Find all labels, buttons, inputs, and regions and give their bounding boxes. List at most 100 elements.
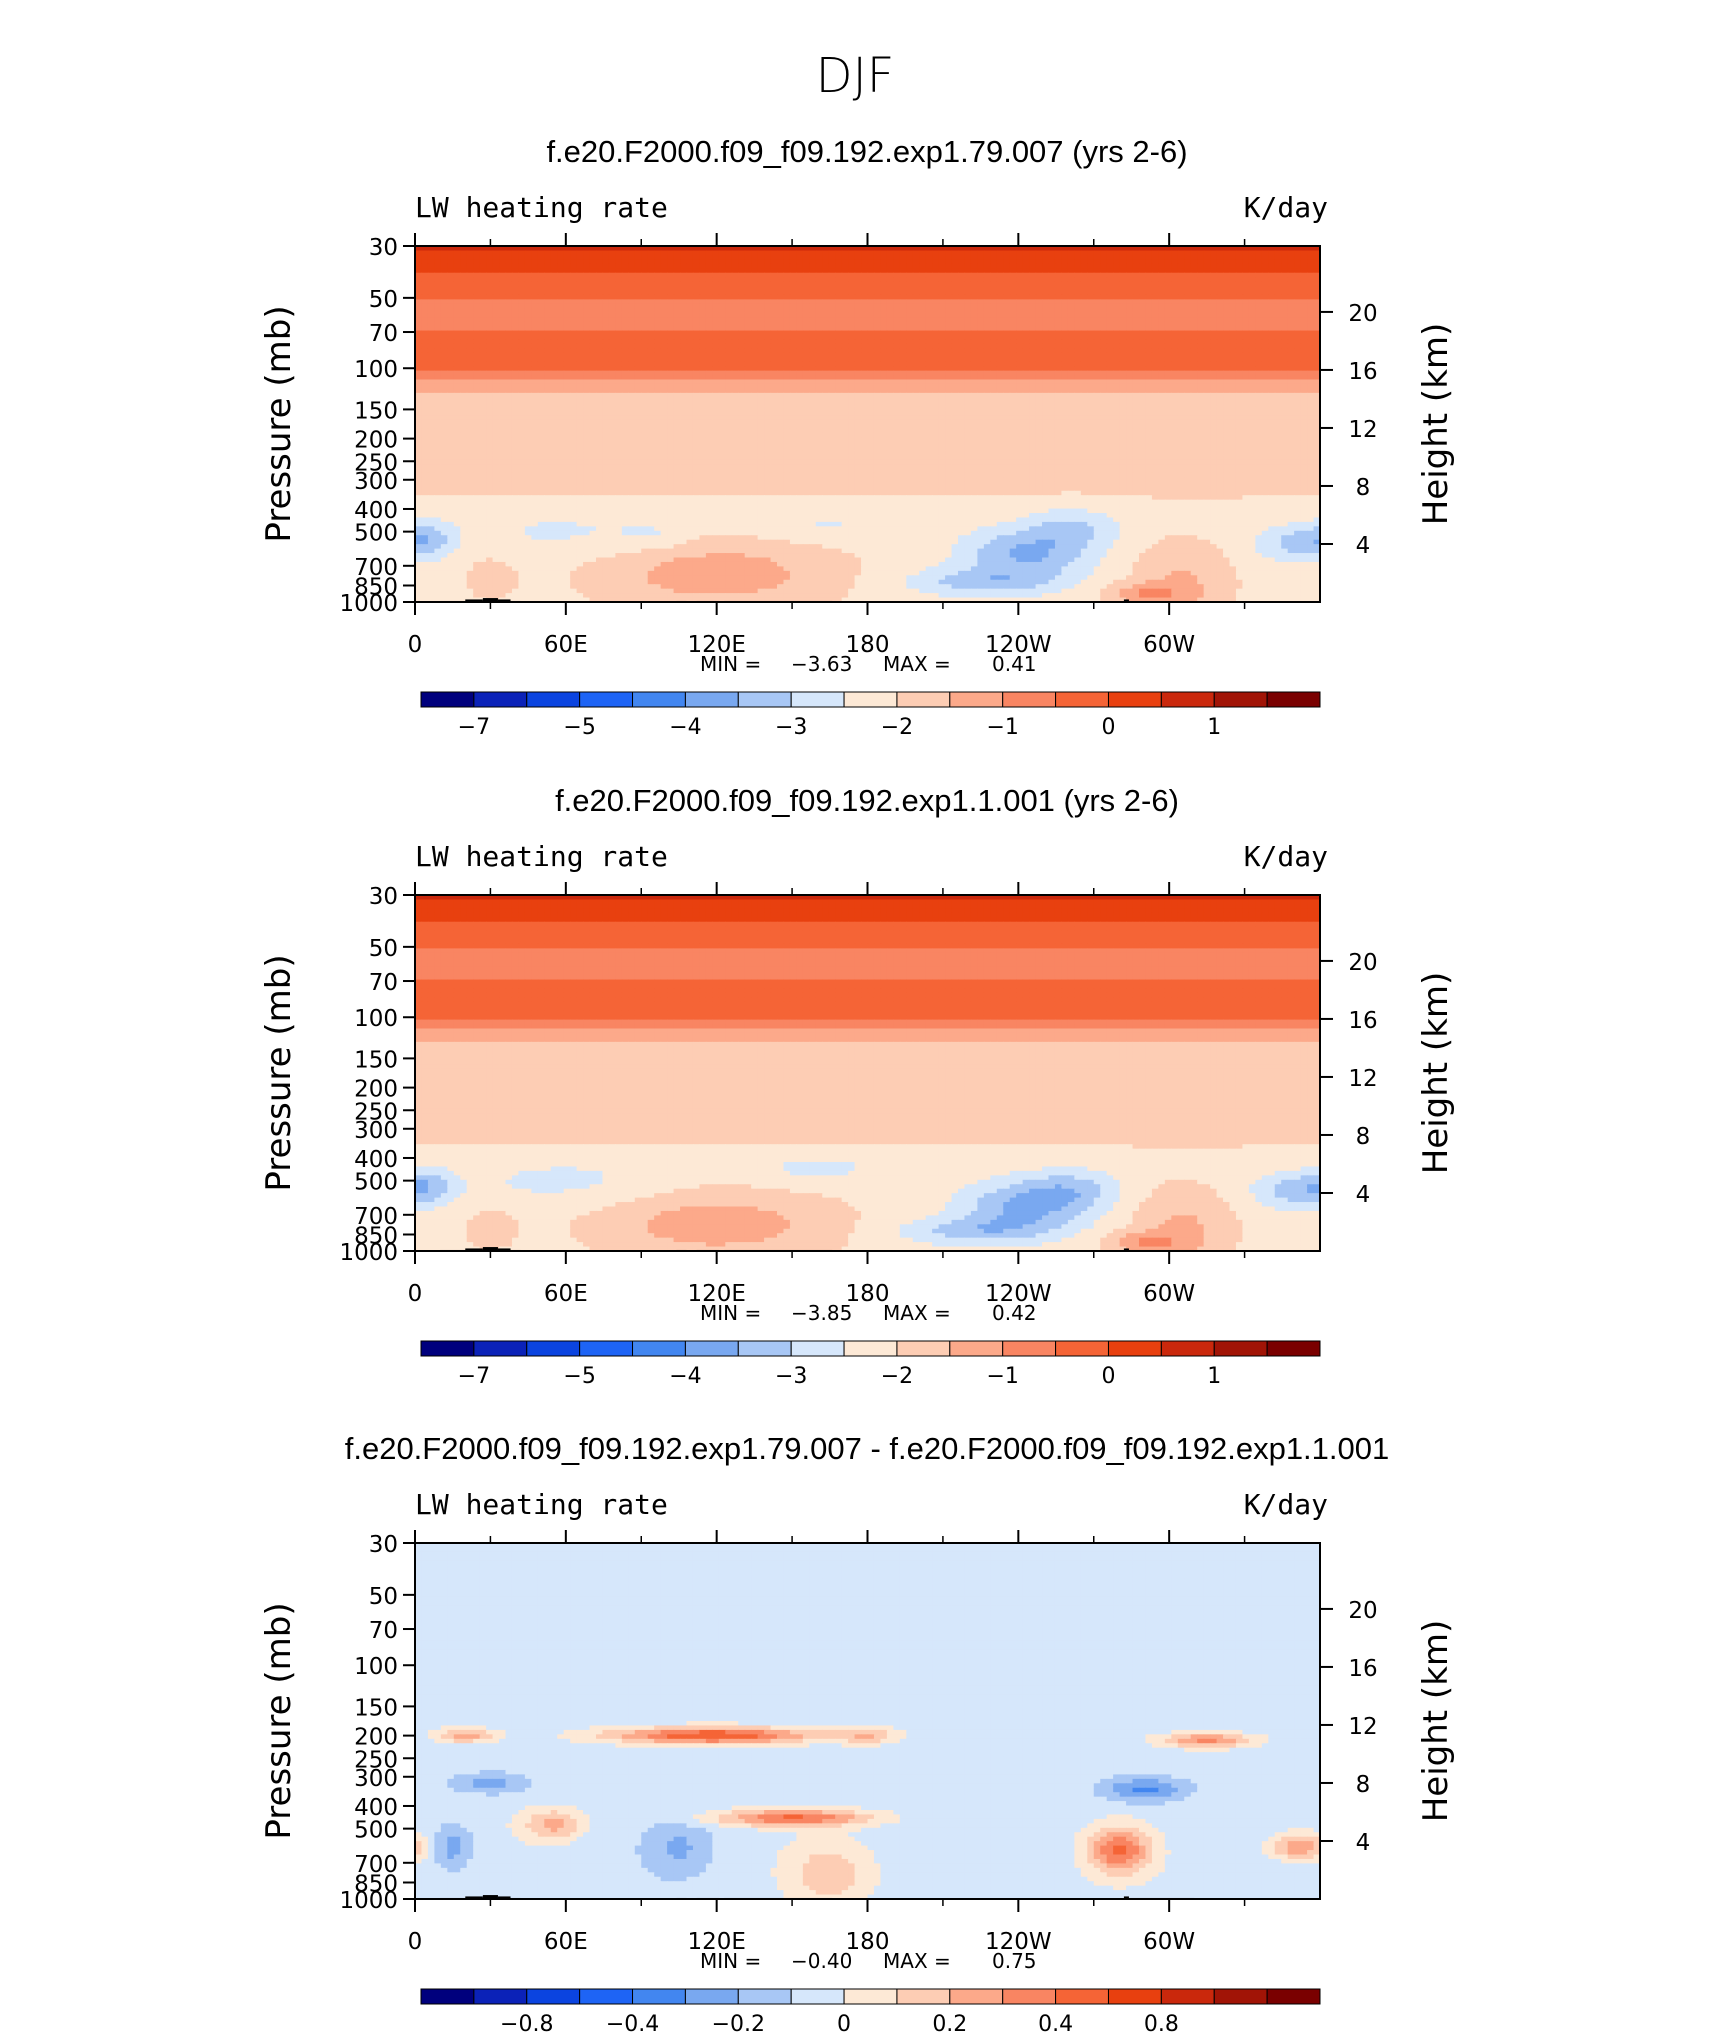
- heatmap-cell: [725, 357, 733, 363]
- heatmap-cell: [783, 370, 791, 376]
- heatmap-cell: [731, 383, 739, 389]
- heatmap-cell: [563, 303, 571, 309]
- heatmap-cell: [660, 303, 668, 309]
- heatmap-cell: [1248, 254, 1256, 260]
- heatmap-cell: [828, 308, 836, 314]
- heatmap-cell: [440, 330, 448, 336]
- heatmap-cell: [835, 352, 843, 358]
- heatmap-cell: [828, 281, 836, 287]
- heatmap-cell: [1126, 277, 1134, 283]
- heatmap-cell: [466, 321, 474, 327]
- heatmap-cell: [440, 246, 448, 252]
- heatmap-cell: [531, 343, 539, 349]
- heatmap-cell: [615, 370, 623, 376]
- heatmap-cell: [1042, 294, 1050, 300]
- heatmap-cell: [822, 357, 830, 363]
- heatmap-cell: [867, 303, 875, 309]
- heatmap-cell: [1171, 259, 1179, 265]
- heatmap-cell: [447, 321, 455, 327]
- heatmap-cell: [1029, 281, 1037, 287]
- heatmap-cell: [647, 312, 655, 318]
- heatmap-cell: [434, 317, 442, 323]
- heatmap-cell: [1113, 312, 1121, 318]
- heatmap-cell: [447, 375, 455, 381]
- heatmap-cell: [602, 312, 610, 318]
- heatmap-cell: [951, 246, 959, 252]
- heatmap-cell: [427, 317, 435, 323]
- heatmap-cell: [899, 348, 907, 354]
- heatmap-cell: [1203, 246, 1211, 252]
- heatmap-cell: [699, 375, 707, 381]
- heatmap-cell: [1197, 388, 1205, 394]
- heatmap-cell: [453, 281, 461, 287]
- heatmap-cell: [1048, 326, 1056, 332]
- heatmap-cell: [660, 299, 668, 305]
- heatmap-cell: [1177, 375, 1185, 381]
- heatmap-cell: [835, 379, 843, 385]
- heatmap-cell: [602, 375, 610, 381]
- heatmap-cell: [1029, 321, 1037, 327]
- heatmap-cell: [1003, 326, 1011, 332]
- heatmap-cell: [945, 277, 953, 283]
- heatmap-cell: [1048, 392, 1056, 398]
- heatmap-cell: [1190, 352, 1198, 358]
- heatmap-cell: [1074, 361, 1082, 367]
- heatmap-cell: [602, 397, 610, 403]
- heatmap-cell: [718, 272, 726, 278]
- heatmap-cell: [1067, 339, 1075, 345]
- heatmap-cell: [505, 303, 513, 309]
- heatmap-cell: [1248, 263, 1256, 269]
- heatmap-cell: [1106, 397, 1114, 403]
- heatmap-cell: [499, 303, 507, 309]
- heatmap-cell: [660, 259, 668, 265]
- heatmap-cell: [705, 272, 713, 278]
- heatmap-cell: [757, 392, 765, 398]
- heatmap-cell: [1061, 330, 1069, 336]
- heatmap-cell: [608, 277, 616, 283]
- heatmap-cell: [518, 290, 526, 296]
- heatmap-cell: [1054, 330, 1063, 336]
- heatmap-cell: [1261, 392, 1269, 398]
- heatmap-cell: [815, 392, 823, 398]
- heatmap-cell: [1035, 379, 1043, 385]
- heatmap-cell: [951, 375, 959, 381]
- heatmap-cell: [996, 286, 1004, 292]
- heatmap-cell: [427, 388, 435, 394]
- heatmap-cell: [583, 277, 591, 283]
- heatmap-cell: [996, 321, 1004, 327]
- heatmap-cell: [1307, 383, 1315, 389]
- heatmap-cell: [1009, 299, 1017, 305]
- heatmap-cell: [621, 352, 629, 358]
- heatmap-cell: [1080, 366, 1088, 372]
- heatmap-cell: [492, 335, 500, 341]
- heatmap-cell: [1100, 352, 1108, 358]
- heatmap-cell: [815, 335, 823, 341]
- heatmap-cell: [673, 383, 681, 389]
- heatmap-cell: [1151, 397, 1159, 403]
- heatmap-cell: [621, 366, 629, 372]
- heatmap-cell: [738, 401, 746, 407]
- heatmap-cell: [511, 263, 520, 269]
- heatmap-cell: [415, 401, 423, 407]
- heatmap-cell: [964, 383, 972, 389]
- heatmap-cell: [1248, 312, 1256, 318]
- heatmap-cell: [712, 268, 720, 274]
- heatmap-cell: [641, 330, 649, 336]
- heatmap-cell: [751, 366, 759, 372]
- heatmap-cell: [544, 379, 552, 385]
- heatmap-cell: [1235, 326, 1244, 332]
- heatmap-cell: [1255, 370, 1263, 376]
- heatmap-cell: [835, 290, 843, 296]
- heatmap-cell: [544, 370, 552, 376]
- heatmap-cell: [945, 254, 953, 260]
- heatmap-cell: [1087, 277, 1095, 283]
- heatmap-cell: [1255, 268, 1263, 274]
- heatmap-cell: [550, 303, 558, 309]
- heatmap-cell: [1229, 366, 1237, 372]
- heatmap-cell: [738, 272, 746, 278]
- heatmap-cell: [925, 388, 933, 394]
- heatmap-cell: [1184, 263, 1192, 269]
- heatmap-cell: [673, 312, 681, 318]
- heatmap-cell: [511, 326, 520, 332]
- heatmap-cell: [570, 303, 578, 309]
